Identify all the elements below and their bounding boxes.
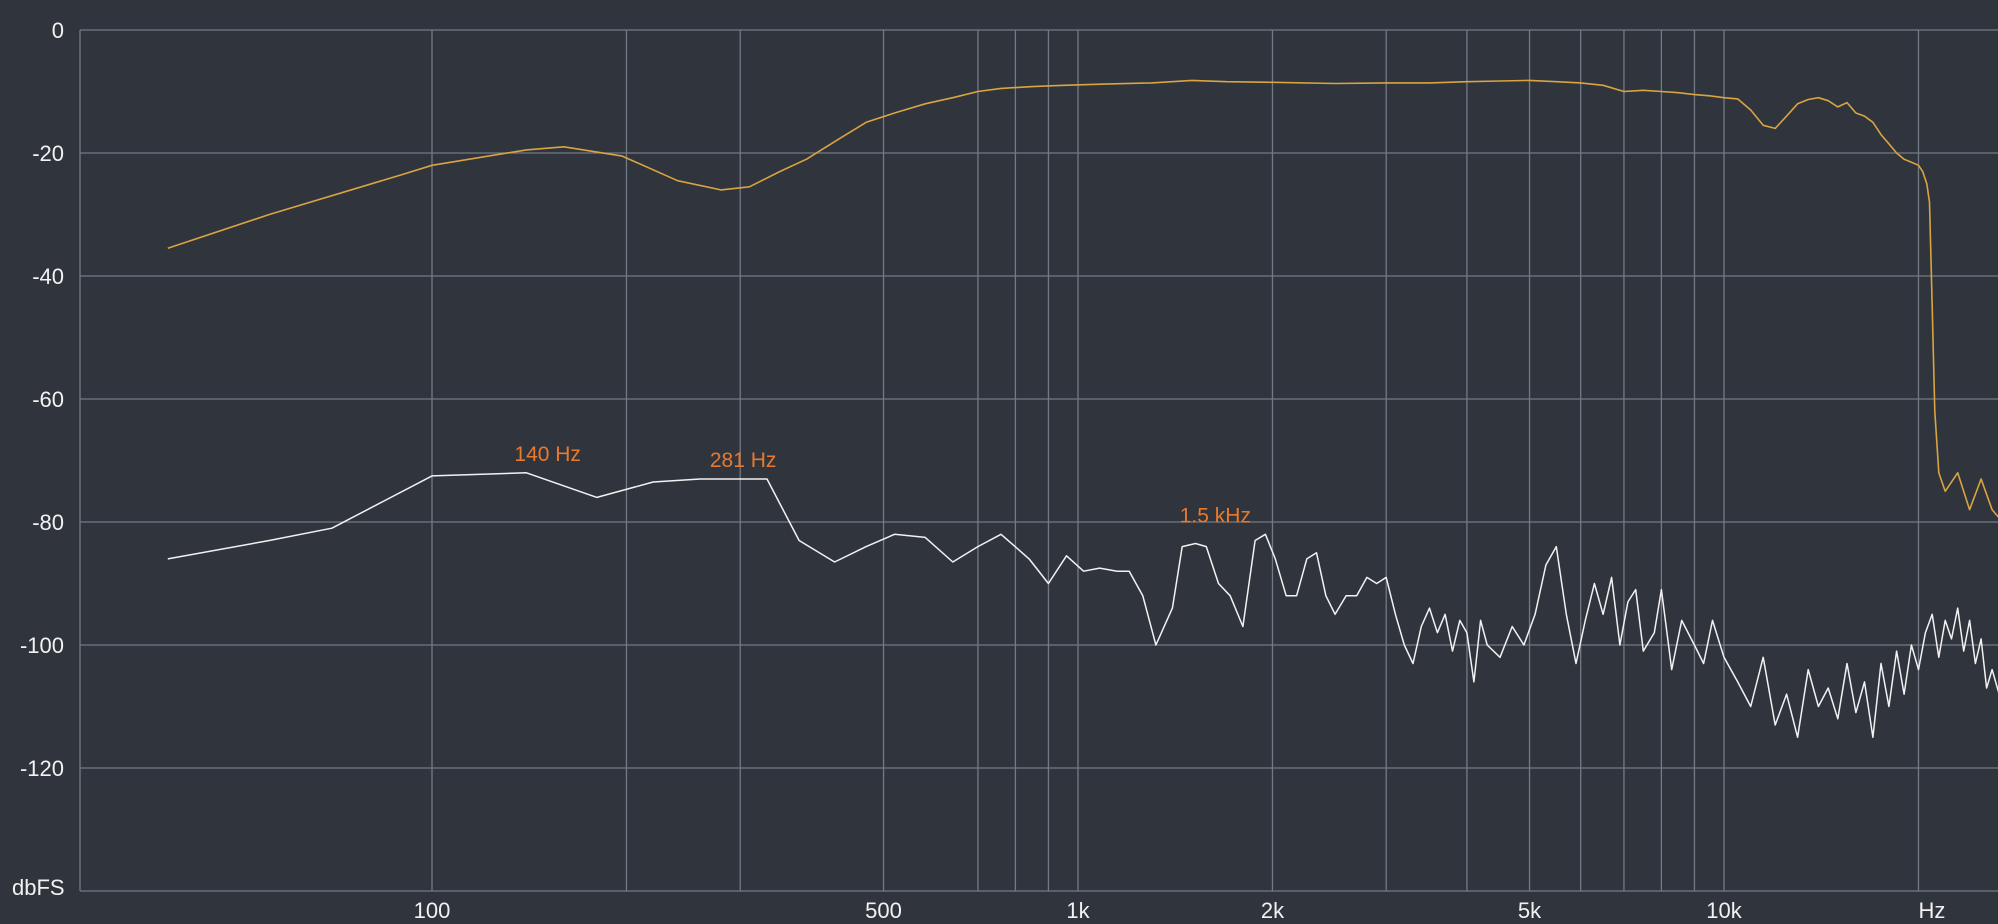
y-tick-label-3: -60 [32,387,64,412]
x-tick-label-2: 1k [1066,898,1090,923]
x-tick-label-4: 5k [1518,898,1542,923]
grid-layer [79,29,1998,892]
y-tick-label-0: 0 [52,18,64,43]
y-tick-label-4: -80 [32,510,64,535]
x-tick-label-0: 100 [414,898,451,923]
x-tick-label-1: 500 [865,898,902,923]
series-layer [167,79,1998,739]
y-axis-label: dbFS [12,875,65,900]
annotation-layer: 140 Hz 281 Hz 1.5 kHz [514,443,1251,528]
y-tick-label-6: -120 [20,756,64,781]
x-axis-label: Hz [1919,898,1946,923]
peak-annotation-2: 1.5 kHz [1180,504,1251,527]
y-tick-label-2: -40 [32,264,64,289]
x-tick-label-5: 10k [1706,898,1742,923]
y-tick-label-1: -20 [32,141,64,166]
tick-layer: 0 -20 -40 -60 -80 -100 -120 100 500 1k 2k 5k 10k [20,18,1743,923]
peak-annotation-1: 281 Hz [710,449,777,472]
series-line-2 [167,472,1998,739]
series-line-1 [167,79,1998,518]
y-tick-label-5: -100 [20,633,64,658]
x-tick-label-3: 2k [1261,898,1285,923]
peak-annotation-0: 140 Hz [514,443,581,466]
